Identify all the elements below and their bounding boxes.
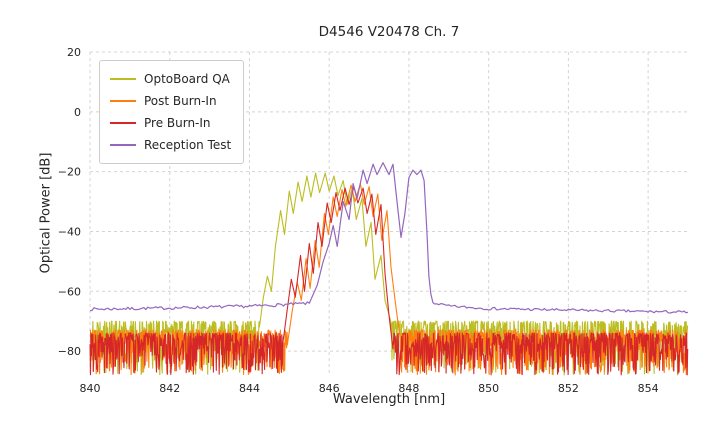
series-line-pre-burn-in: [89, 186, 689, 376]
y-tick-label: −80: [58, 345, 81, 358]
x-tick-label: 854: [638, 382, 659, 395]
legend-item-post-burn-in: Post Burn-In: [110, 90, 231, 112]
legend-item-pre-burn-in: Pre Burn-In: [110, 112, 231, 134]
legend-line-swatch: [110, 99, 136, 103]
y-tick-label: 20: [67, 46, 81, 59]
x-tick-label: 848: [398, 382, 419, 395]
legend-label: OptoBoard QA: [144, 72, 230, 86]
series-line-post-burn-in: [89, 183, 689, 376]
legend-label: Post Burn-In: [144, 94, 217, 108]
legend-item-optoboard-qa: OptoBoard QA: [110, 68, 231, 90]
x-tick-label: 842: [159, 382, 180, 395]
y-axis-label: Optical Power [dB]: [38, 152, 54, 274]
legend-line-swatch: [110, 77, 136, 81]
legend-label: Pre Burn-In: [144, 116, 211, 130]
y-tick-label: −20: [58, 166, 81, 179]
legend-line-swatch: [110, 121, 136, 125]
y-tick-label: −60: [58, 285, 81, 298]
x-tick-label: 850: [478, 382, 499, 395]
series-line-reception-test: [89, 162, 689, 314]
chart-title: D4546 V20478 Ch. 7: [318, 24, 460, 40]
legend: OptoBoard QA Post Burn-In Pre Burn-In Re…: [99, 60, 245, 164]
legend-label: Reception Test: [144, 138, 232, 152]
x-tick-label: 844: [239, 382, 260, 395]
legend-item-reception-test: Reception Test: [110, 134, 231, 156]
y-tick-label: −40: [58, 225, 81, 238]
x-tick-label: 852: [558, 382, 579, 395]
legend-line-swatch: [110, 143, 136, 147]
y-tick-label: 0: [74, 106, 81, 119]
x-axis-label: Wavelength [nm]: [332, 392, 446, 407]
x-tick-label: 840: [80, 382, 101, 395]
x-tick-label: 846: [319, 382, 340, 395]
